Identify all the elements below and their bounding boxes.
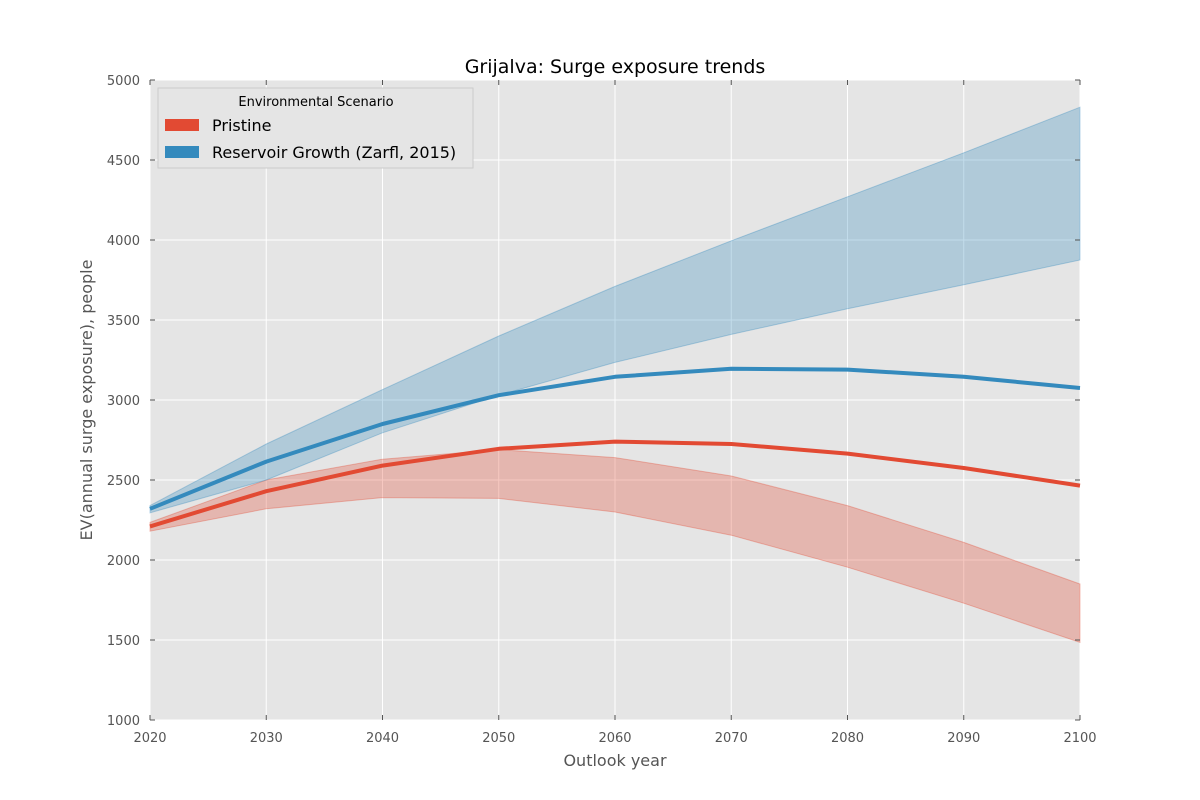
x-tick-label-2020: 2020 bbox=[133, 731, 166, 746]
y-tick-label-2000: 2000 bbox=[107, 554, 140, 569]
legend-label-reservoir-growth: Reservoir Growth (Zarfl, 2015) bbox=[212, 143, 456, 162]
y-tick-label-1000: 1000 bbox=[107, 714, 140, 729]
x-tick-label-2050: 2050 bbox=[482, 731, 515, 746]
x-tick-label-2100: 2100 bbox=[1063, 731, 1096, 746]
y-tick-label-1500: 1500 bbox=[107, 634, 140, 649]
legend: Environmental Scenario Pristine Reservoi… bbox=[157, 87, 474, 169]
legend-swatch-pristine bbox=[165, 119, 199, 131]
x-tick-label-2060: 2060 bbox=[598, 731, 631, 746]
line-reservoir-growth bbox=[149, 366, 1081, 511]
line-pristine bbox=[149, 439, 1081, 529]
y-axis-title: EV(annual surge exposure), people bbox=[77, 260, 96, 541]
y-tick-label-2500: 2500 bbox=[107, 474, 140, 489]
x-tick-label-2080: 2080 bbox=[831, 731, 864, 746]
y-tick-label-3000: 3000 bbox=[107, 394, 140, 409]
legend-title: Environmental Scenario bbox=[238, 95, 393, 110]
legend-label-pristine: Pristine bbox=[212, 116, 271, 135]
y-tick-label-5000: 5000 bbox=[107, 74, 140, 89]
y-tick-label-4000: 4000 bbox=[107, 234, 140, 249]
y-tick-label-4500: 4500 bbox=[107, 154, 140, 169]
legend-swatch-reservoir-growth bbox=[165, 146, 199, 158]
x-axis-title: Outlook year bbox=[563, 751, 667, 770]
x-tick-label-2030: 2030 bbox=[250, 731, 283, 746]
legend-box bbox=[157, 87, 474, 169]
y-tick-label-3500: 3500 bbox=[107, 314, 140, 329]
x-tick-label-2090: 2090 bbox=[947, 731, 980, 746]
x-tick-label-2070: 2070 bbox=[715, 731, 748, 746]
chart-title: Grijalva: Surge exposure trends bbox=[465, 56, 766, 78]
x-tick-label-2040: 2040 bbox=[366, 731, 399, 746]
band-reservoir-growth bbox=[149, 106, 1081, 514]
